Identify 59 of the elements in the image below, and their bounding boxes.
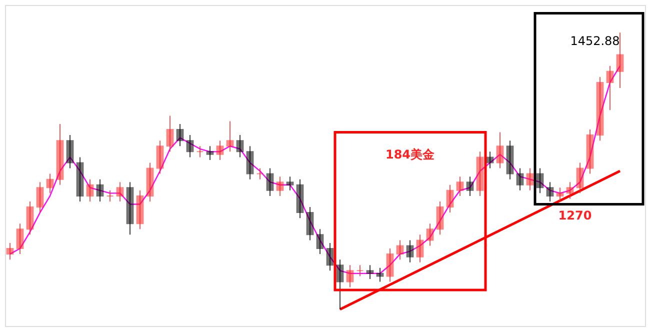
candlestick <box>606 65 614 111</box>
candlestick <box>226 120 234 152</box>
candlestick <box>96 178 104 202</box>
candlestick <box>126 182 134 236</box>
candlestick <box>6 242 14 260</box>
candlestick <box>156 140 164 174</box>
candlestick <box>566 182 574 200</box>
candlestick <box>376 267 384 282</box>
candlestick <box>516 168 524 191</box>
candlestick <box>166 115 174 152</box>
candlestick <box>506 140 514 180</box>
candlestick <box>596 76 604 142</box>
candlestick <box>396 240 404 260</box>
candlestick <box>26 200 34 236</box>
candlestick <box>426 223 434 246</box>
annotation: 1452.88 <box>570 34 620 48</box>
candlestick <box>36 182 44 214</box>
candlestick <box>546 182 554 202</box>
candlestick <box>66 134 74 169</box>
candlestick <box>186 134 194 158</box>
candlestick <box>176 123 184 147</box>
candlestick <box>236 134 244 158</box>
candlestick <box>216 140 224 160</box>
candlestick <box>306 206 314 241</box>
candlestick <box>586 129 594 174</box>
candlestick <box>536 168 544 194</box>
candlestick <box>526 168 534 191</box>
candlestick <box>136 190 144 230</box>
candlestick <box>436 200 444 236</box>
candlestick <box>496 132 504 169</box>
candlestick <box>556 187 564 202</box>
annotation: 184美金 <box>385 147 436 162</box>
candlestick <box>336 259 344 310</box>
candlestick <box>76 156 84 202</box>
candlestick <box>86 178 94 202</box>
candlestick <box>286 176 294 191</box>
candlestick <box>16 223 24 255</box>
candlestick <box>456 176 464 196</box>
candlestick <box>46 173 54 194</box>
candlestick <box>366 264 374 280</box>
candlestick <box>246 146 254 180</box>
candlestick <box>416 234 424 263</box>
candlestick <box>476 151 484 196</box>
candlestick <box>576 162 584 194</box>
candlestick <box>276 176 284 196</box>
candlestick <box>266 168 274 196</box>
candlestick <box>296 178 304 219</box>
candlestick <box>386 248 394 282</box>
annotation: 1270 <box>558 208 592 222</box>
candlestick <box>466 176 474 196</box>
candlestick <box>406 240 414 263</box>
candlestick <box>116 182 124 202</box>
candlestick <box>446 184 454 214</box>
candlestick <box>56 123 64 186</box>
candlestick <box>316 228 324 255</box>
candlestick <box>346 264 354 288</box>
candlestick <box>326 242 334 272</box>
candlestick <box>206 146 214 160</box>
candlestick <box>146 162 154 202</box>
